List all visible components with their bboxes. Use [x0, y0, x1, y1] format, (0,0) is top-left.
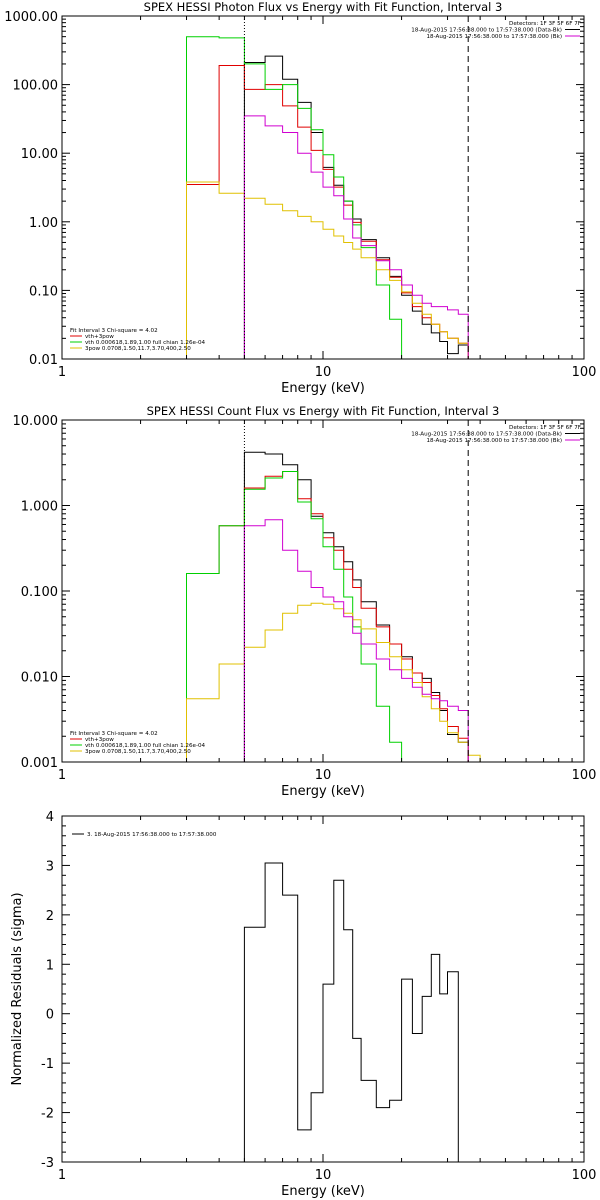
y-axis-label: Normalized Residuals (sigma) [10, 892, 25, 1085]
y-tick-label: 4 [46, 810, 54, 825]
x-axis-label: Energy (keV) [281, 1184, 365, 1199]
x-tick-label: 100 [572, 1168, 597, 1183]
y-tick-label: 0.01 [29, 353, 58, 368]
y-tick-label: 0.10 [29, 284, 58, 299]
y-tick-label: -1 [41, 1057, 54, 1072]
series-line-3pow [186, 602, 481, 762]
series-line-data-bk [243, 55, 469, 359]
chart-title: SPEX HESSI Count Flux vs Energy with Fit… [147, 404, 500, 418]
series-line-vth [186, 471, 403, 762]
y-tick-label: 3 [46, 859, 54, 874]
x-tick-label: 100 [572, 768, 597, 783]
y-tick-label: 0.001 [21, 756, 58, 771]
x-axis-label: Energy (keV) [281, 784, 365, 799]
legend-item-label: vth+3pow [85, 334, 114, 340]
x-tick-label: 1 [58, 1168, 66, 1183]
legend-item-label: vth 0.000618,1.89,1.00 full chian 1.26e-… [85, 340, 206, 346]
info-line: Detectors: 1F 3F 5F 6F 7F [509, 425, 581, 431]
chart-panel-1: SPEX HESSI Photon Flux vs Energy with Fi… [4, 0, 596, 396]
y-tick-label: 100.00 [13, 79, 59, 94]
info-line: 18-Aug-2015 17:56:38.000 to 17:57:38.000… [411, 432, 562, 438]
series-line-vth-3pow [186, 471, 469, 762]
x-tick-label: 10 [315, 1168, 332, 1183]
series-line-bk [243, 519, 469, 762]
legend: Fit Interval 3 Chi-square = 4.02vth+3pow… [70, 731, 206, 755]
info-line: 18-Aug-2015 17:56:38.000 to 17:57:38.000… [411, 28, 562, 34]
legend: 3. 18-Aug-2015 17:56:38.000 to 17:57:38.… [72, 832, 217, 838]
info-line: 18-Aug-2015 17:56:38.000 to 17:57:38.000… [426, 34, 562, 40]
info-line: Detectors: 1F 3F 5F 6F 7F [509, 21, 581, 27]
y-tick-label: 2 [46, 909, 54, 924]
chart-panel-3: 1 10 100 Energy (keV) -3 -2 -1 0 1 2 3 4 Normalized … [10, 810, 596, 1199]
x-tick-label: 10 [315, 768, 332, 783]
legend-item-label: vth+3pow [85, 737, 114, 743]
series-group [243, 862, 469, 1162]
series-group [186, 36, 469, 359]
info-line: 18-Aug-2015 17:56:38.000 to 17:57:38.000… [426, 438, 562, 444]
y-tick-label: 1000.00 [4, 10, 58, 25]
legend: Fit Interval 3 Chi-square = 4.02vth+3pow… [70, 328, 206, 352]
y-axis: 0.01 0.10 1.00 10.00 100.00 1000.00 [4, 10, 584, 368]
y-tick-label: 0.100 [21, 585, 58, 600]
y-tick-label: 1 [46, 958, 54, 973]
series-line-3pow [186, 181, 469, 359]
series-line-bk [243, 115, 469, 359]
legend-item-label: 3pow 0.0708,1.50,11.7,3.70,400,2.50 [85, 749, 191, 755]
y-tick-label: -3 [41, 1156, 54, 1171]
x-axis: 1 10 100 Energy (keV) [58, 816, 597, 1199]
x-tick-label: 1 [58, 365, 66, 380]
y-axis: 0.001 0.010 0.100 1.000 10.000 [13, 414, 584, 771]
series-line-data-bk [243, 451, 469, 762]
y-tick-label: 10.000 [13, 414, 59, 429]
series-line-3-18-aug-2015-17-56-38-000-to-17-57-38-000 [243, 862, 469, 1162]
chart-panel-2: SPEX HESSI Count Flux vs Energy with Fit… [13, 404, 597, 799]
y-tick-label: 0 [46, 1008, 54, 1023]
y-tick-label: 10.00 [21, 147, 58, 162]
series-group [186, 451, 481, 762]
y-tick-label: 0.010 [21, 671, 58, 686]
x-axis: 1 10 100 Energy (keV) [58, 16, 597, 396]
legend-item-label: vth 0.000618,1.89,1.00 full chian 1.26e-… [85, 743, 206, 749]
legend-item-label: 3pow 0.0708,1.50,11.7,3.70,400,2.50 [85, 346, 191, 352]
y-tick-label: 1.000 [21, 500, 58, 515]
y-tick-label: 1.00 [29, 216, 58, 231]
legend-header: Fit Interval 3 Chi-square = 4.02 [70, 731, 158, 737]
y-axis: -3 -2 -1 0 1 2 3 4 Normalized Residuals (sigma) [10, 810, 584, 1171]
x-axis-label: Energy (keV) [281, 381, 365, 396]
x-tick-label: 100 [572, 365, 597, 380]
legend-item-label: 3. 18-Aug-2015 17:56:38.000 to 17:57:38.… [87, 832, 217, 838]
x-tick-label: 1 [58, 768, 66, 783]
y-tick-label: -2 [41, 1107, 54, 1122]
x-tick-label: 10 [315, 365, 332, 380]
x-axis: 1 10 100 Energy (keV) [58, 420, 597, 799]
legend-header: Fit Interval 3 Chi-square = 4.02 [70, 328, 158, 334]
chart-title: SPEX HESSI Photon Flux vs Energy with Fi… [144, 0, 503, 14]
series-line-vth-3pow [186, 63, 469, 359]
